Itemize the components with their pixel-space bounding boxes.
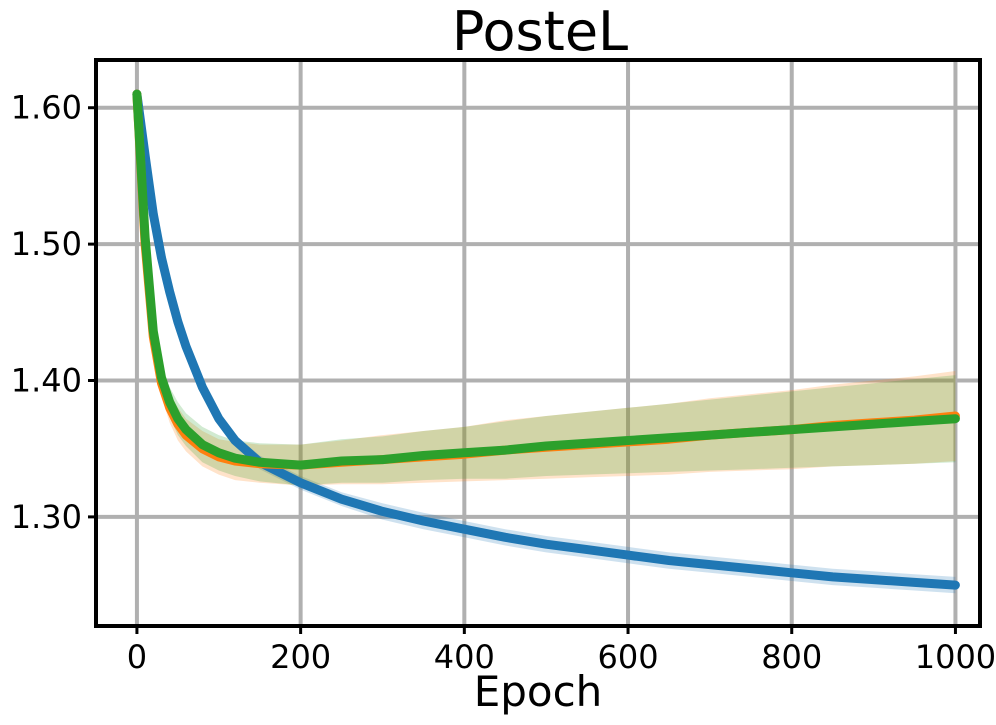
x-tick-label: 0 — [127, 638, 147, 676]
x-tick-label: 1000 — [915, 638, 996, 676]
x-tick-label: 200 — [270, 638, 331, 676]
line-series-0 — [132, 89, 960, 590]
x-tick-label: 400 — [434, 638, 495, 676]
grid-lines — [96, 60, 980, 626]
y-tick-label: 1.50 — [11, 225, 82, 263]
x-axis-ticks: 0 200 400 600 800 1000 — [127, 626, 996, 676]
y-axis-ticks: 1.30 1.40 1.50 1.60 — [11, 89, 96, 536]
band-series-2 — [136, 88, 956, 486]
y-tick-label: 1.40 — [11, 362, 82, 400]
x-tick-label: 600 — [597, 638, 658, 676]
x-tick-label: 800 — [761, 638, 822, 676]
x-axis-label: Epoch — [474, 667, 603, 716]
chart-title: PosteL — [452, 0, 628, 63]
y-tick-label: 1.60 — [11, 89, 82, 127]
band-series-1 — [136, 88, 956, 486]
series-lines — [132, 89, 960, 590]
confidence-bands — [136, 88, 956, 594]
plot-frame — [94, 58, 982, 628]
line-series-2 — [132, 89, 960, 470]
y-tick-label: 1.30 — [11, 498, 82, 536]
